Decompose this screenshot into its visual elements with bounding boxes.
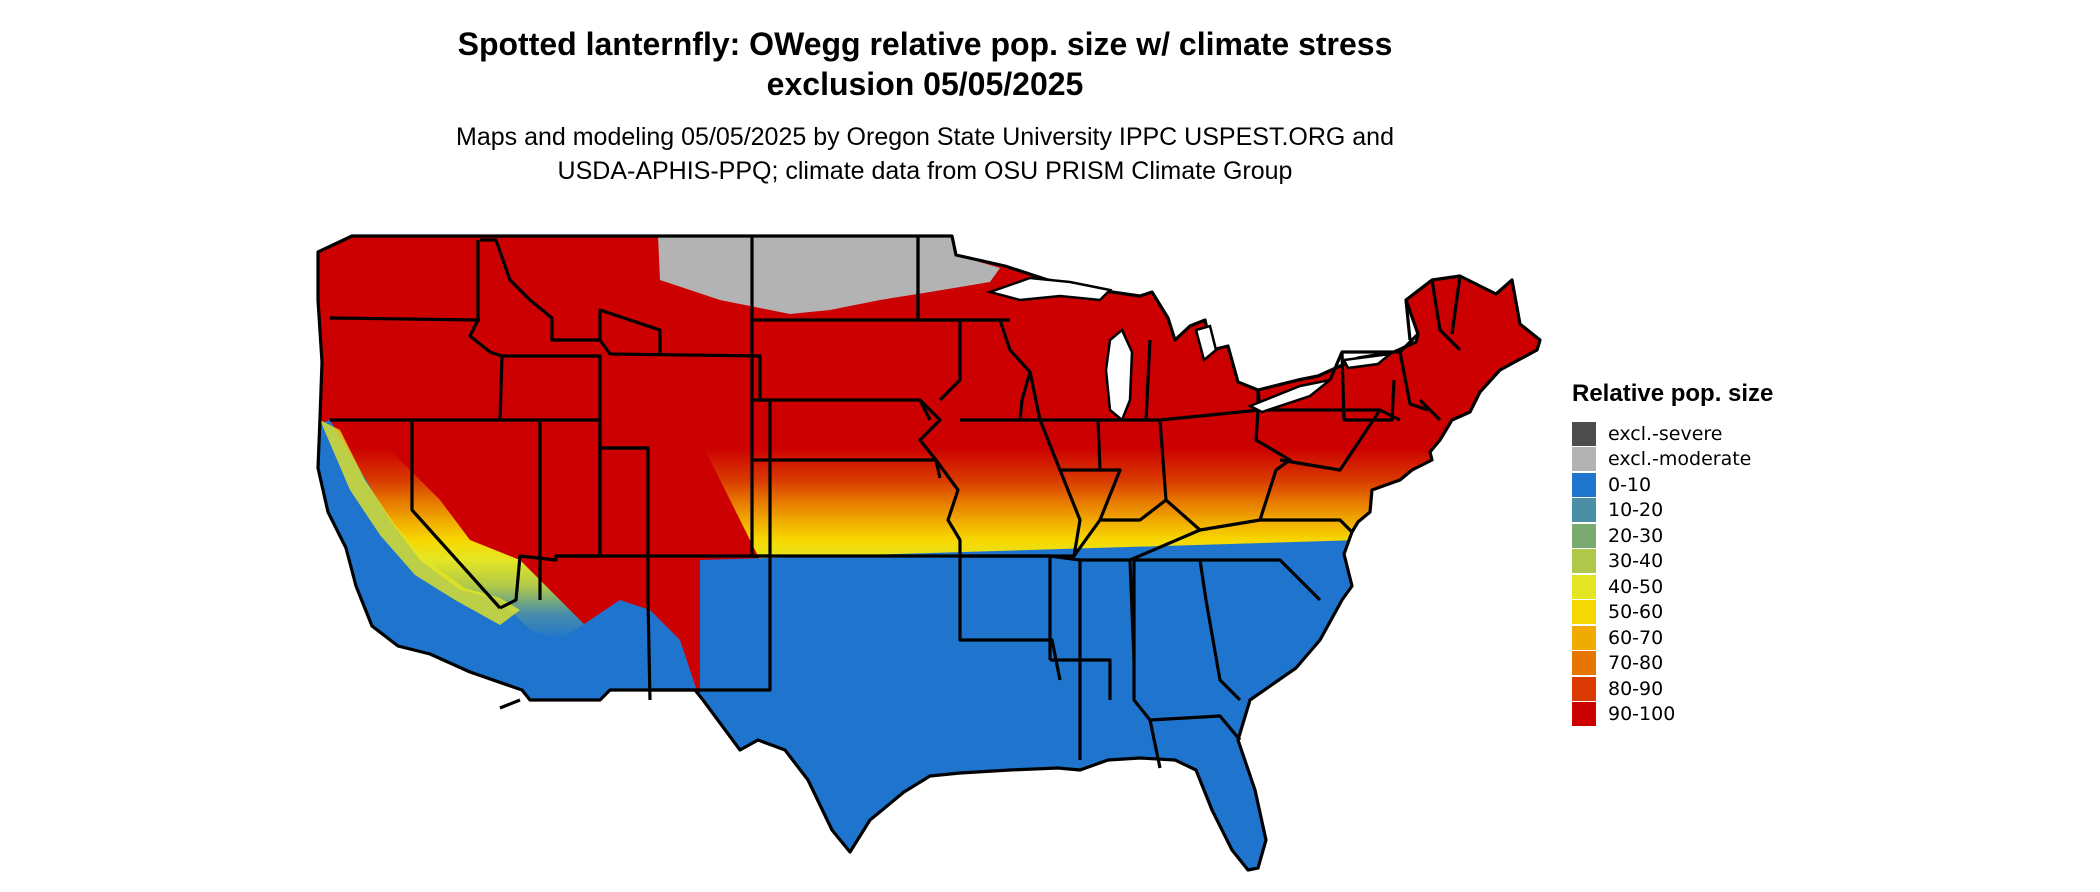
legend-item: 40-50 <box>1572 574 1773 600</box>
legend-label: 30-40 <box>1608 550 1664 573</box>
lake-michigan <box>1104 327 1134 423</box>
map-subtitle-line2: USDA-APHIS-PPQ; climate data from OSU PR… <box>557 157 1293 185</box>
legend-label: 80-90 <box>1608 677 1664 700</box>
legend-swatch <box>1572 498 1596 523</box>
legend-swatch <box>1572 600 1596 625</box>
legend-item: excl.-severe <box>1572 421 1773 447</box>
legend-swatch <box>1572 574 1596 599</box>
legend-item: 0-10 <box>1572 472 1773 498</box>
legend-label: excl.-moderate <box>1608 448 1752 471</box>
map-fill <box>318 236 1540 870</box>
legend-swatch <box>1572 702 1596 727</box>
legend-label: 60-70 <box>1608 626 1664 649</box>
lake-erie <box>1246 378 1331 414</box>
map-title-line1: Spotted lanternfly: OWegg relative pop. … <box>457 26 1393 62</box>
legend-label: 90-100 <box>1608 703 1676 726</box>
legend-swatch <box>1572 625 1596 650</box>
lake-ontario <box>1342 352 1395 370</box>
map-subtitle-line1: Maps and modeling 05/05/2025 by Oregon S… <box>456 123 1394 151</box>
excluded-moderate-zone <box>658 236 1000 314</box>
legend-swatch <box>1572 472 1596 497</box>
state-borders <box>316 234 1542 872</box>
western-high-zone <box>318 236 760 700</box>
legend-swatch <box>1572 651 1596 676</box>
legend-swatch <box>1572 421 1596 446</box>
legend-item: 10-20 <box>1572 498 1773 524</box>
lake-huron <box>1194 324 1218 363</box>
legend-label: excl.-severe <box>1608 422 1723 445</box>
legend-label: 50-60 <box>1608 601 1664 624</box>
legend-swatch <box>1572 523 1596 548</box>
legend-item: excl.-moderate <box>1572 447 1773 473</box>
legend-swatch <box>1572 447 1596 472</box>
legend: Relative pop. size excl.-severe excl.-mod… <box>1572 380 1773 727</box>
legend-item: 50-60 <box>1572 600 1773 626</box>
legend-item: 30-40 <box>1572 549 1773 575</box>
southern-low-zone <box>700 540 1360 870</box>
legend-item: 70-80 <box>1572 651 1773 677</box>
great-lakes <box>985 276 1395 423</box>
legend-label: 0-10 <box>1608 473 1652 496</box>
southwest-transition <box>320 420 520 625</box>
map-title-line2: exclusion 05/05/2025 <box>766 66 1084 102</box>
legend-item: 90-100 <box>1572 702 1773 728</box>
legend-label: 70-80 <box>1608 652 1664 675</box>
legend-item: 80-90 <box>1572 676 1773 702</box>
map-subtitle: Maps and modeling 05/05/2025 by Oregon S… <box>0 120 1850 188</box>
lake-superior <box>985 276 1113 302</box>
legend-items: excl.-severe excl.-moderate 0-10 10-20 20-30… <box>1572 421 1773 727</box>
legend-item: 60-70 <box>1572 625 1773 651</box>
legend-label: 20-30 <box>1608 524 1664 547</box>
legend-swatch <box>1572 676 1596 701</box>
legend-label: 40-50 <box>1608 575 1664 598</box>
legend-title: Relative pop. size <box>1572 380 1774 407</box>
legend-swatch <box>1572 549 1596 574</box>
legend-label: 10-20 <box>1608 499 1664 522</box>
map-title: Spotted lanternfly: OWegg relative pop. … <box>0 24 1850 104</box>
legend-item: 20-30 <box>1572 523 1773 549</box>
